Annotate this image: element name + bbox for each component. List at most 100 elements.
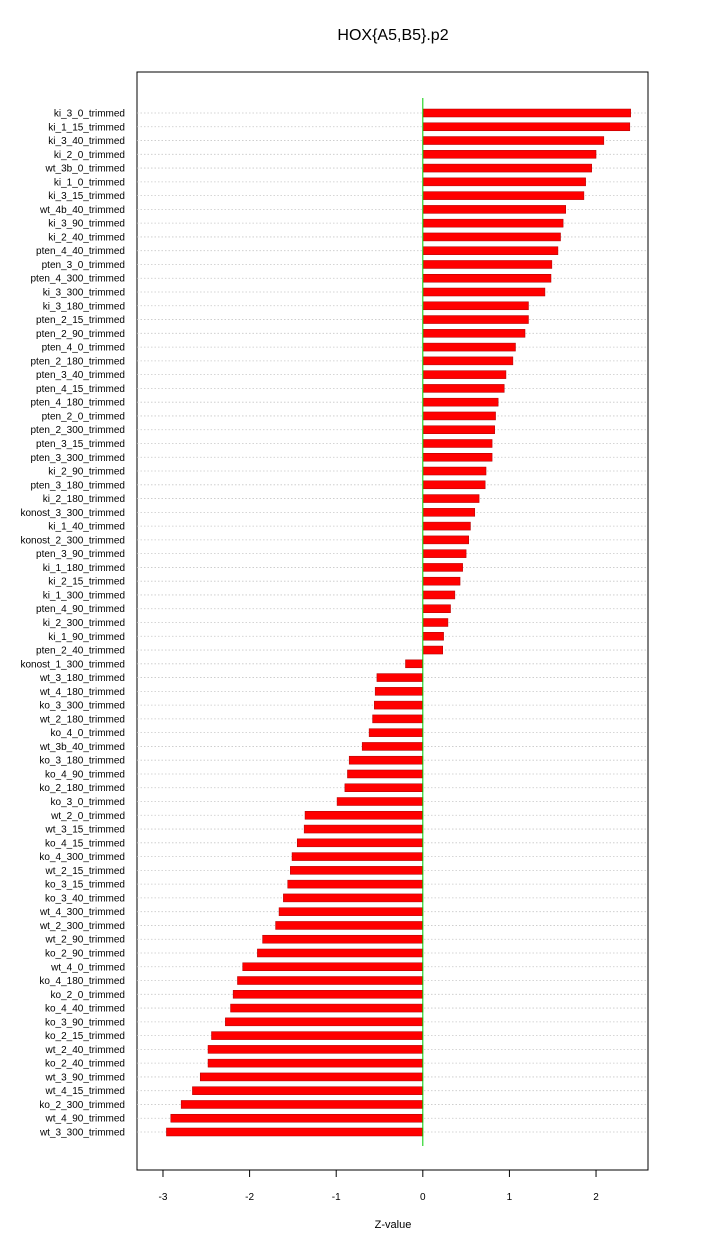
y-tick-label: pten_3_15_trimmed: [36, 439, 125, 450]
bar: [225, 1017, 424, 1027]
y-tick-label: ko_4_40_trimmed: [45, 1004, 125, 1015]
bar: [422, 301, 529, 311]
y-tick-label: ko_4_300_trimmed: [39, 852, 125, 863]
y-tick-label: pten_3_300_trimmed: [30, 453, 125, 464]
y-tick-label: ko_3_300_trimmed: [39, 701, 125, 712]
y-tick-label: pten_2_300_trimmed: [30, 425, 125, 436]
bar: [242, 962, 424, 972]
y-tick-label: wt_4_300_trimmed: [39, 907, 125, 918]
y-tick-label: ko_2_180_trimmed: [39, 783, 125, 794]
y-tick-label: wt_4b_40_trimmed: [39, 205, 125, 216]
x-tick-label: 0: [420, 1192, 426, 1203]
y-tick-label: pten_3_180_trimmed: [30, 480, 125, 491]
bar: [422, 590, 456, 600]
bar: [422, 453, 493, 462]
y-tick-label: konost_1_300_trimmed: [20, 659, 125, 670]
y-tick-label: ki_1_300_trimmed: [43, 590, 125, 601]
y-tick-label: ko_3_15_trimmed: [45, 880, 125, 891]
bar: [422, 136, 605, 145]
y-tick-label: wt_4_0_trimmed: [50, 962, 125, 973]
y-tick-label: ki_1_180_trimmed: [43, 563, 125, 574]
y-tick-label: wt_4_90_trimmed: [45, 1114, 125, 1125]
bar: [368, 728, 424, 737]
bar: [422, 549, 467, 558]
y-tick-label: ki_3_40_trimmed: [48, 136, 125, 147]
y-tick-label: ki_1_40_trimmed: [48, 522, 125, 533]
y-tick-label: ki_2_90_trimmed: [48, 467, 125, 478]
y-tick-label: wt_2_90_trimmed: [45, 935, 125, 946]
y-tick-label: ko_3_180_trimmed: [39, 756, 125, 767]
bar: [291, 852, 424, 861]
bar: [422, 315, 529, 324]
bar: [422, 576, 461, 586]
bar: [348, 755, 424, 765]
bar: [275, 921, 424, 930]
bar: [405, 659, 424, 669]
bar: [422, 342, 516, 352]
bar: [304, 811, 424, 820]
bar: [262, 934, 424, 944]
y-tick-label: ko_3_90_trimmed: [45, 1017, 125, 1028]
bar: [422, 191, 585, 200]
y-tick-label: ki_1_0_trimmed: [54, 177, 125, 188]
y-tick-label: pten_2_0_trimmed: [42, 411, 125, 422]
y-tick-label: ki_2_300_trimmed: [43, 618, 125, 629]
bar: [422, 356, 514, 366]
x-tick-label: 1: [507, 1192, 513, 1203]
bar: [230, 1003, 424, 1013]
x-tick-label: -2: [245, 1192, 254, 1203]
bar: [180, 1100, 424, 1109]
bar: [422, 329, 526, 338]
y-tick-label: ko_2_40_trimmed: [45, 1059, 125, 1070]
bar: [166, 1127, 424, 1137]
y-tick-label: pten_3_90_trimmed: [36, 549, 125, 560]
bar: [422, 508, 476, 517]
y-tick-label: pten_3_0_trimmed: [42, 260, 125, 271]
bar: [422, 632, 444, 641]
y-tick-label: wt_3b_0_trimmed: [45, 164, 125, 175]
bar: [422, 370, 507, 379]
bar: [192, 1086, 424, 1095]
bar: [422, 494, 480, 503]
y-tick-label: wt_3_300_trimmed: [39, 1128, 125, 1139]
y-tick-label: pten_4_180_trimmed: [30, 398, 125, 409]
y-tick-label: pten_4_40_trimmed: [36, 246, 125, 257]
bar: [422, 604, 451, 613]
bar: [422, 260, 553, 269]
y-tick-label: konost_2_300_trimmed: [20, 535, 125, 546]
x-axis-label: Z-value: [375, 1219, 412, 1231]
y-tick-label: wt_2_180_trimmed: [39, 714, 125, 725]
bar: [207, 1045, 424, 1054]
chart-title: HOX{A5,B5}.p2: [337, 27, 448, 44]
y-tick-label: ko_4_15_trimmed: [45, 838, 125, 849]
bar: [422, 177, 586, 187]
bar: [303, 824, 424, 834]
bar: [257, 948, 424, 958]
y-tick-label: pten_2_90_trimmed: [36, 329, 125, 340]
bar: [422, 425, 495, 434]
y-tick-label: ki_3_0_trimmed: [54, 109, 125, 120]
bar: [422, 232, 561, 242]
x-tick-label: -3: [159, 1192, 168, 1203]
bar: [422, 108, 631, 118]
y-tick-label: ko_2_15_trimmed: [45, 1031, 125, 1042]
y-tick-label: ko_2_300_trimmed: [39, 1100, 125, 1111]
bar: [422, 411, 496, 421]
bar: [376, 673, 424, 682]
bar: [422, 466, 487, 476]
bar: [344, 783, 424, 792]
y-tick-label: wt_2_40_trimmed: [45, 1045, 125, 1056]
y-tick-label: pten_4_300_trimmed: [30, 274, 125, 285]
bar: [287, 879, 424, 889]
y-tick-label: konost_3_300_trimmed: [20, 508, 125, 519]
bar: [422, 218, 564, 228]
bar: [211, 1031, 424, 1040]
bar: [347, 769, 424, 779]
bar: [422, 480, 486, 490]
y-tick-label: wt_2_0_trimmed: [50, 811, 125, 822]
y-tick-label: ko_3_0_trimmed: [51, 797, 125, 808]
y-tick-label: ko_2_0_trimmed: [51, 990, 125, 1001]
bar: [237, 976, 424, 985]
bar: [374, 700, 424, 710]
